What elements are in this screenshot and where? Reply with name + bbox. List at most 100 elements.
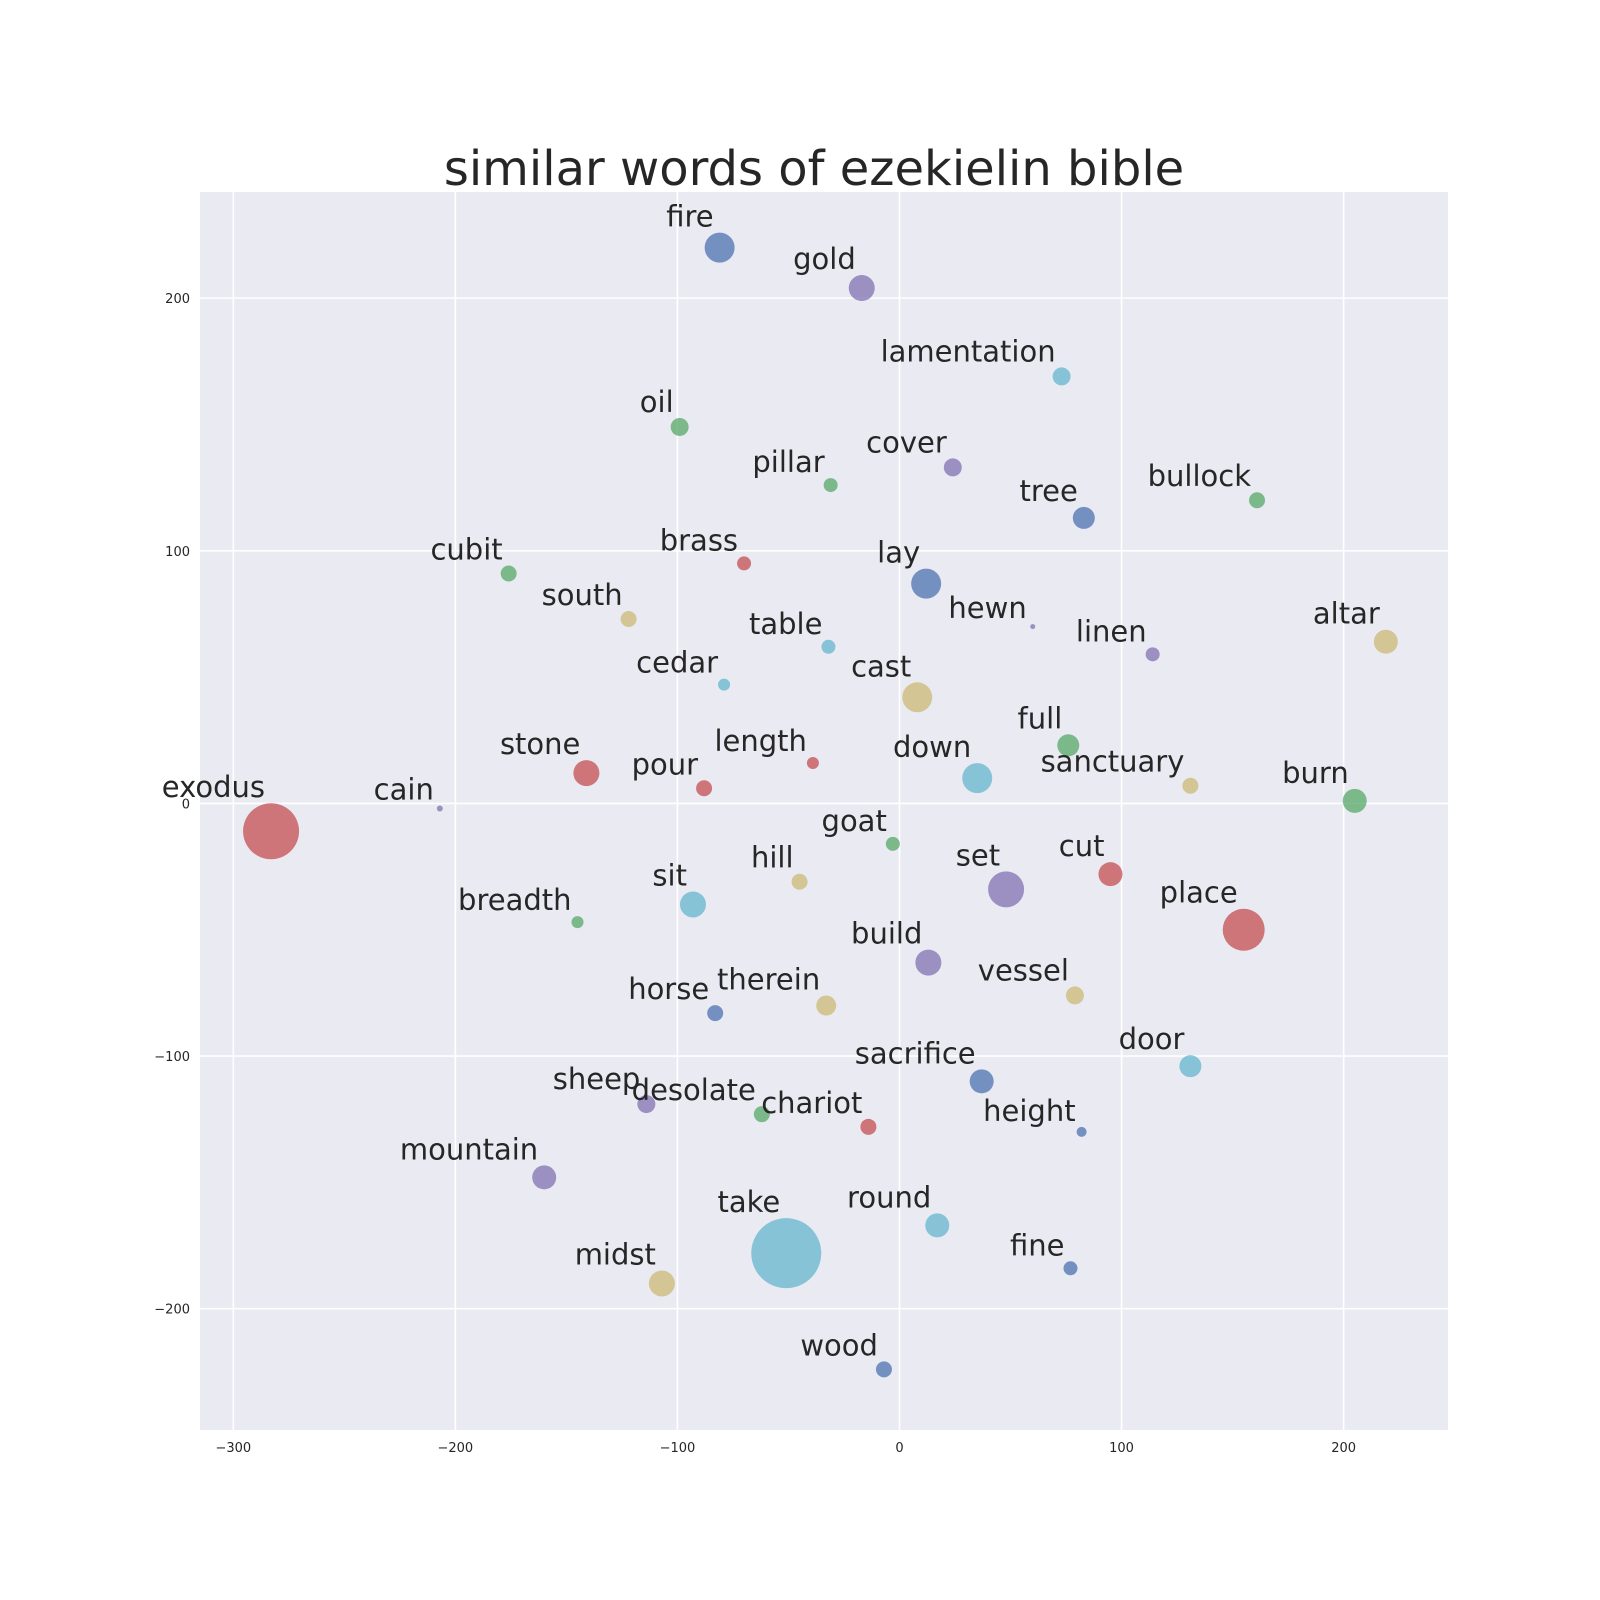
point-bullock	[1249, 492, 1266, 509]
point-round	[925, 1213, 950, 1238]
label-sacrifice: sacrifice	[855, 1036, 976, 1070]
point-altar	[1373, 629, 1398, 654]
label-door: door	[1119, 1022, 1185, 1056]
label-tree: tree	[1019, 474, 1077, 508]
point-mountain	[532, 1165, 557, 1190]
point-stone	[573, 760, 600, 787]
point-exodus	[243, 803, 300, 860]
label-horse: horse	[628, 972, 709, 1006]
label-cubit: cubit	[430, 533, 502, 567]
label-exodus: exodus	[162, 770, 265, 804]
point-cut	[1098, 862, 1123, 887]
label-pillar: pillar	[752, 445, 824, 479]
point-desolate	[753, 1106, 770, 1123]
point-therein	[816, 995, 837, 1016]
label-set: set	[956, 838, 1000, 872]
label-altar: altar	[1313, 597, 1380, 631]
label-midst: midst	[575, 1237, 656, 1271]
label-cover: cover	[866, 425, 947, 459]
label-lay: lay	[877, 536, 920, 570]
point-south	[620, 610, 637, 627]
x-axis: −300 −200 −100 0 100 200	[215, 1441, 1356, 1456]
label-hewn: hewn	[948, 591, 1026, 625]
label-lamentation: lamentation	[881, 334, 1056, 368]
label-south: south	[542, 578, 623, 612]
data-points	[243, 232, 1398, 1378]
point-door	[1179, 1055, 1202, 1078]
point-build	[915, 949, 942, 976]
point-wood	[875, 1361, 892, 1378]
point-sheep	[637, 1095, 656, 1114]
label-sit: sit	[652, 858, 687, 892]
label-round: round	[847, 1180, 931, 1214]
y-tick-label: −200	[154, 1303, 190, 1318]
label-linen: linen	[1076, 614, 1147, 648]
label-cedar: cedar	[636, 646, 718, 680]
point-length	[806, 756, 819, 769]
x-tick-label: 0	[895, 1441, 903, 1456]
point-sit	[679, 891, 706, 918]
label-full: full	[1018, 701, 1063, 735]
label-table: table	[749, 607, 822, 641]
point-breadth	[571, 916, 584, 929]
label-breadth: breadth	[458, 883, 571, 917]
point-pour	[696, 780, 713, 797]
y-tick-label: 100	[165, 545, 190, 560]
label-vessel: vessel	[978, 953, 1069, 987]
point-gold	[848, 275, 875, 302]
point-cover	[943, 458, 962, 477]
point-cubit	[500, 565, 517, 582]
point-pillar	[823, 478, 838, 493]
x-tick-label: 100	[1109, 1441, 1134, 1456]
label-sheep: sheep	[553, 1062, 641, 1096]
label-brass: brass	[660, 523, 738, 557]
point-sanctuary	[1182, 777, 1199, 794]
label-build: build	[851, 917, 922, 951]
label-hill: hill	[751, 841, 794, 875]
label-height: height	[983, 1094, 1075, 1128]
y-tick-label: 200	[165, 292, 190, 307]
label-mountain: mountain	[400, 1132, 538, 1166]
x-tick-label: 200	[1331, 1441, 1356, 1456]
label-cain: cain	[374, 772, 434, 806]
y-axis: −200 −100 0 100 200	[154, 292, 190, 1318]
point-lamentation	[1052, 367, 1071, 386]
x-tick-label: −200	[438, 1441, 474, 1456]
label-goat: goat	[822, 804, 887, 838]
label-bullock: bullock	[1148, 459, 1252, 493]
label-cast: cast	[851, 649, 911, 683]
point-goat	[885, 836, 900, 851]
point-chariot	[860, 1118, 877, 1135]
point-burn	[1342, 788, 1367, 813]
point-take	[751, 1218, 822, 1289]
x-tick-label: −100	[660, 1441, 696, 1456]
plot-area	[200, 192, 1448, 1430]
point-cast	[902, 682, 933, 713]
point-hill	[791, 873, 808, 890]
point-horse	[707, 1005, 724, 1022]
point-set	[988, 871, 1025, 908]
label-down: down	[893, 730, 971, 764]
label-gold: gold	[793, 242, 856, 276]
label-stone: stone	[500, 727, 580, 761]
label-fine: fine	[1010, 1228, 1065, 1262]
label-sanctuary: sanctuary	[1041, 745, 1185, 779]
label-cut: cut	[1059, 829, 1105, 863]
label-place: place	[1160, 876, 1238, 910]
point-sacrifice	[969, 1069, 994, 1094]
label-chariot: chariot	[761, 1086, 862, 1120]
label-pour: pour	[632, 747, 699, 781]
grid-lines	[200, 192, 1448, 1430]
label-wood: wood	[800, 1328, 878, 1362]
point-tree	[1072, 506, 1095, 529]
label-burn: burn	[1282, 756, 1349, 790]
point-table	[821, 639, 836, 654]
point-fine	[1063, 1261, 1078, 1276]
point-down	[962, 763, 993, 794]
label-take: take	[717, 1185, 780, 1219]
point-labels: fire gold lamentation oil cover pillar bullock…	[162, 200, 1380, 1363]
point-fire	[704, 232, 735, 263]
label-fire: fire	[666, 200, 713, 234]
point-height	[1076, 1126, 1087, 1137]
